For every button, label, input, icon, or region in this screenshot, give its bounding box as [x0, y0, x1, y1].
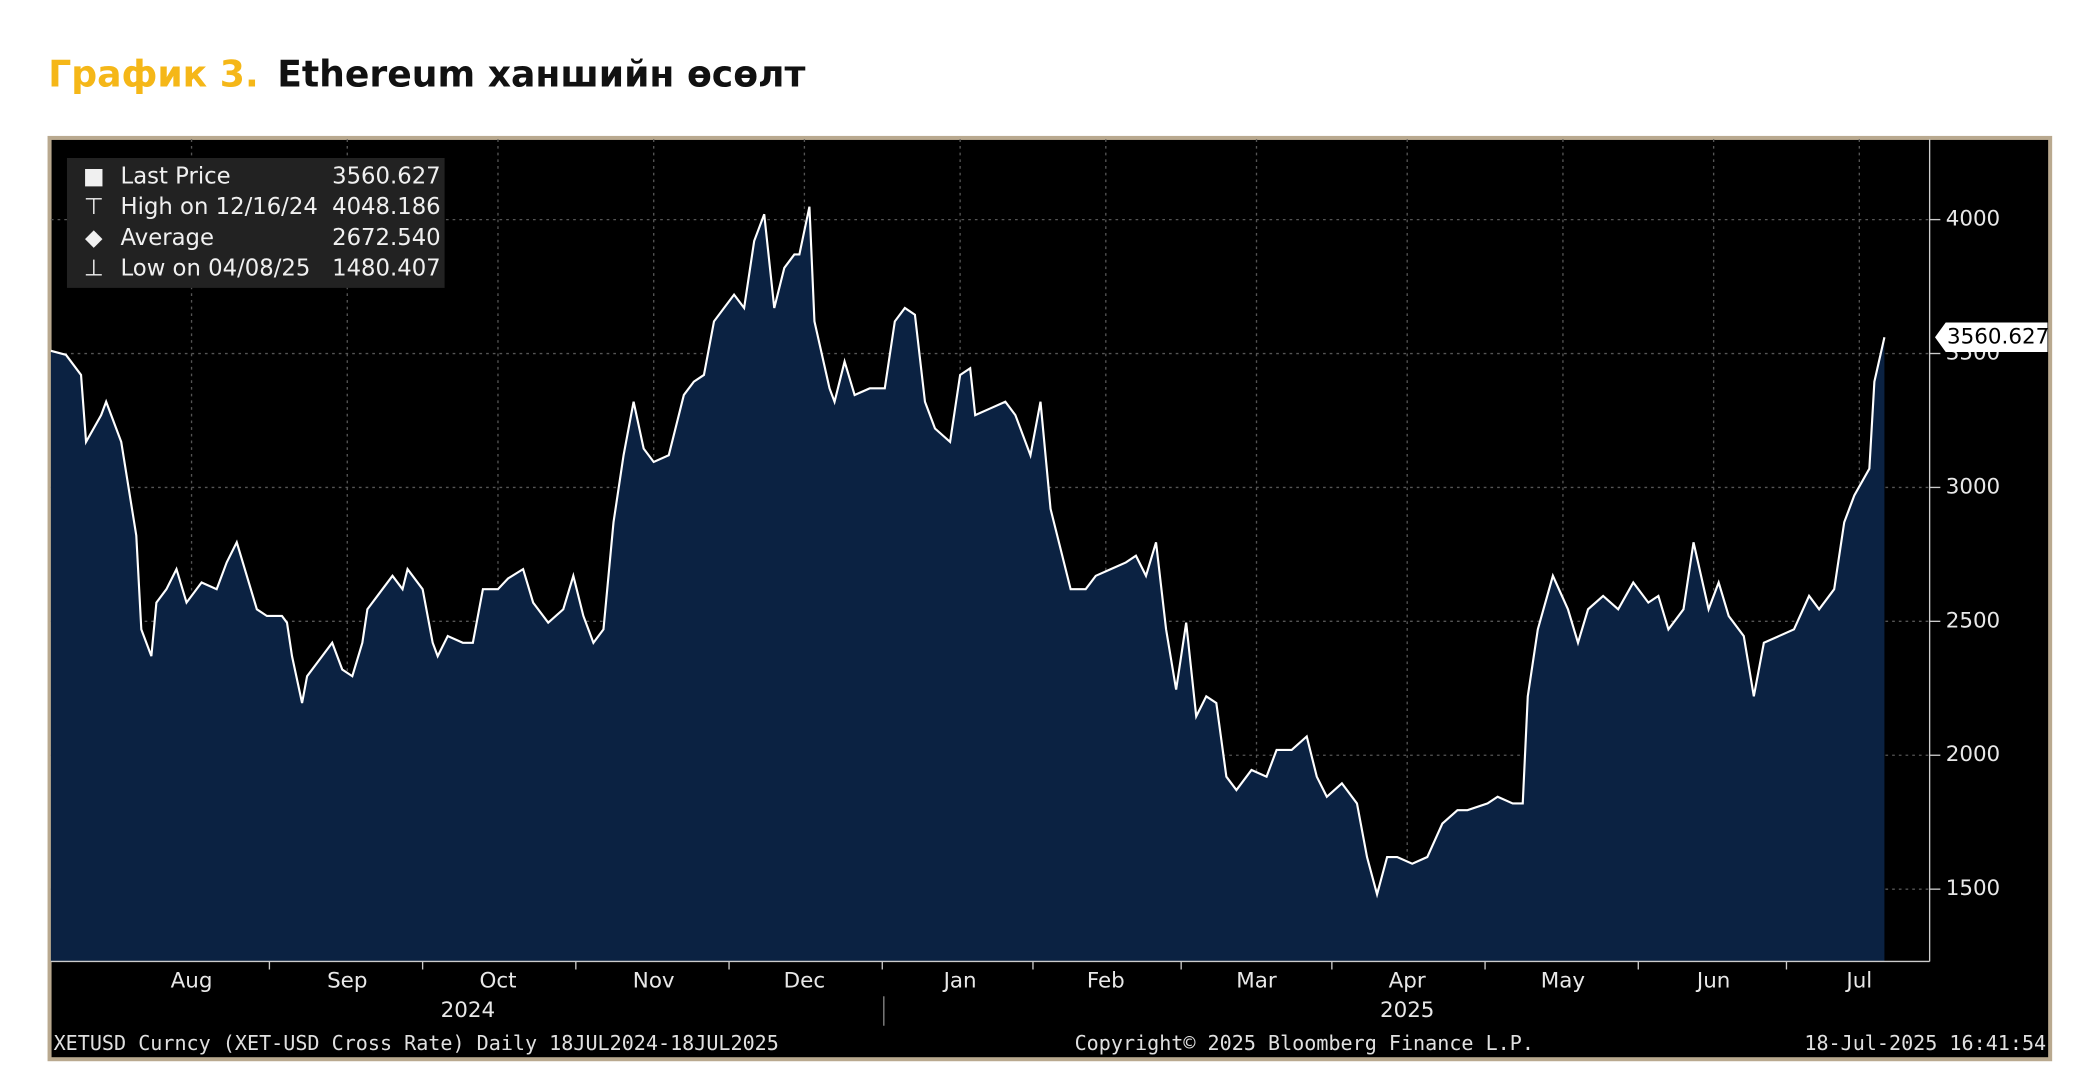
chart-title: Ethereum ханшийн өсөлт	[277, 52, 805, 95]
x-tick-label: Apr	[1389, 969, 1426, 994]
x-tick-label: Aug	[171, 969, 213, 994]
x-tick-label: Jan	[942, 969, 977, 994]
y-tick-label: 1500	[1946, 876, 2000, 901]
last-price-label: 3560.627	[1947, 324, 2049, 349]
legend-icon: ⊤	[84, 194, 104, 220]
footer-center: Copyright© 2025 Bloomberg Finance L.P.	[1075, 1031, 1534, 1055]
last-price-tag	[1934, 322, 2048, 353]
x-tick-label: Dec	[784, 969, 825, 994]
footer-right: 18-Jul-2025 16:41:54	[1804, 1031, 2046, 1055]
legend-value: 1480.407	[332, 256, 441, 282]
legend-label: Last Price	[121, 163, 231, 189]
x-tick-label: Mar	[1236, 969, 1277, 994]
legend-label: Average	[121, 225, 214, 251]
legend-label: High on 12/16/24	[121, 194, 318, 220]
legend-icon: ◆	[85, 225, 103, 251]
y-tick-label: 2000	[1946, 742, 2000, 767]
legend-label: Low on 04/08/25	[121, 256, 311, 282]
footer-left: XETUSD Curncy (XET-USD Cross Rate) Daily…	[54, 1031, 779, 1055]
y-tick-label: 2500	[1946, 608, 2000, 633]
legend-value: 2672.540	[332, 225, 441, 251]
legend-icon: ■	[83, 163, 105, 189]
x-tick-label: Nov	[633, 969, 675, 994]
year-label: 2025	[1380, 998, 1434, 1023]
y-tick-label: 3000	[1946, 474, 2000, 499]
year-label: 2024	[441, 998, 495, 1023]
title-prefix: График 3.	[48, 52, 258, 95]
y-tick-label: 4000	[1946, 207, 2000, 232]
x-tick-label: May	[1541, 969, 1586, 994]
x-tick-label: Feb	[1087, 969, 1125, 994]
legend-value: 4048.186	[332, 194, 441, 220]
price-line	[50, 206, 1886, 899]
x-tick-label: Sep	[327, 969, 367, 994]
x-tick-label: Oct	[479, 969, 516, 994]
legend-box	[66, 158, 445, 288]
x-tick-label: Jul	[1844, 969, 1872, 994]
legend-value: 3560.627	[332, 163, 441, 189]
legend-icon: ⊥	[84, 256, 104, 282]
area	[50, 206, 1885, 962]
x-tick-label: Jun	[1695, 969, 1730, 994]
